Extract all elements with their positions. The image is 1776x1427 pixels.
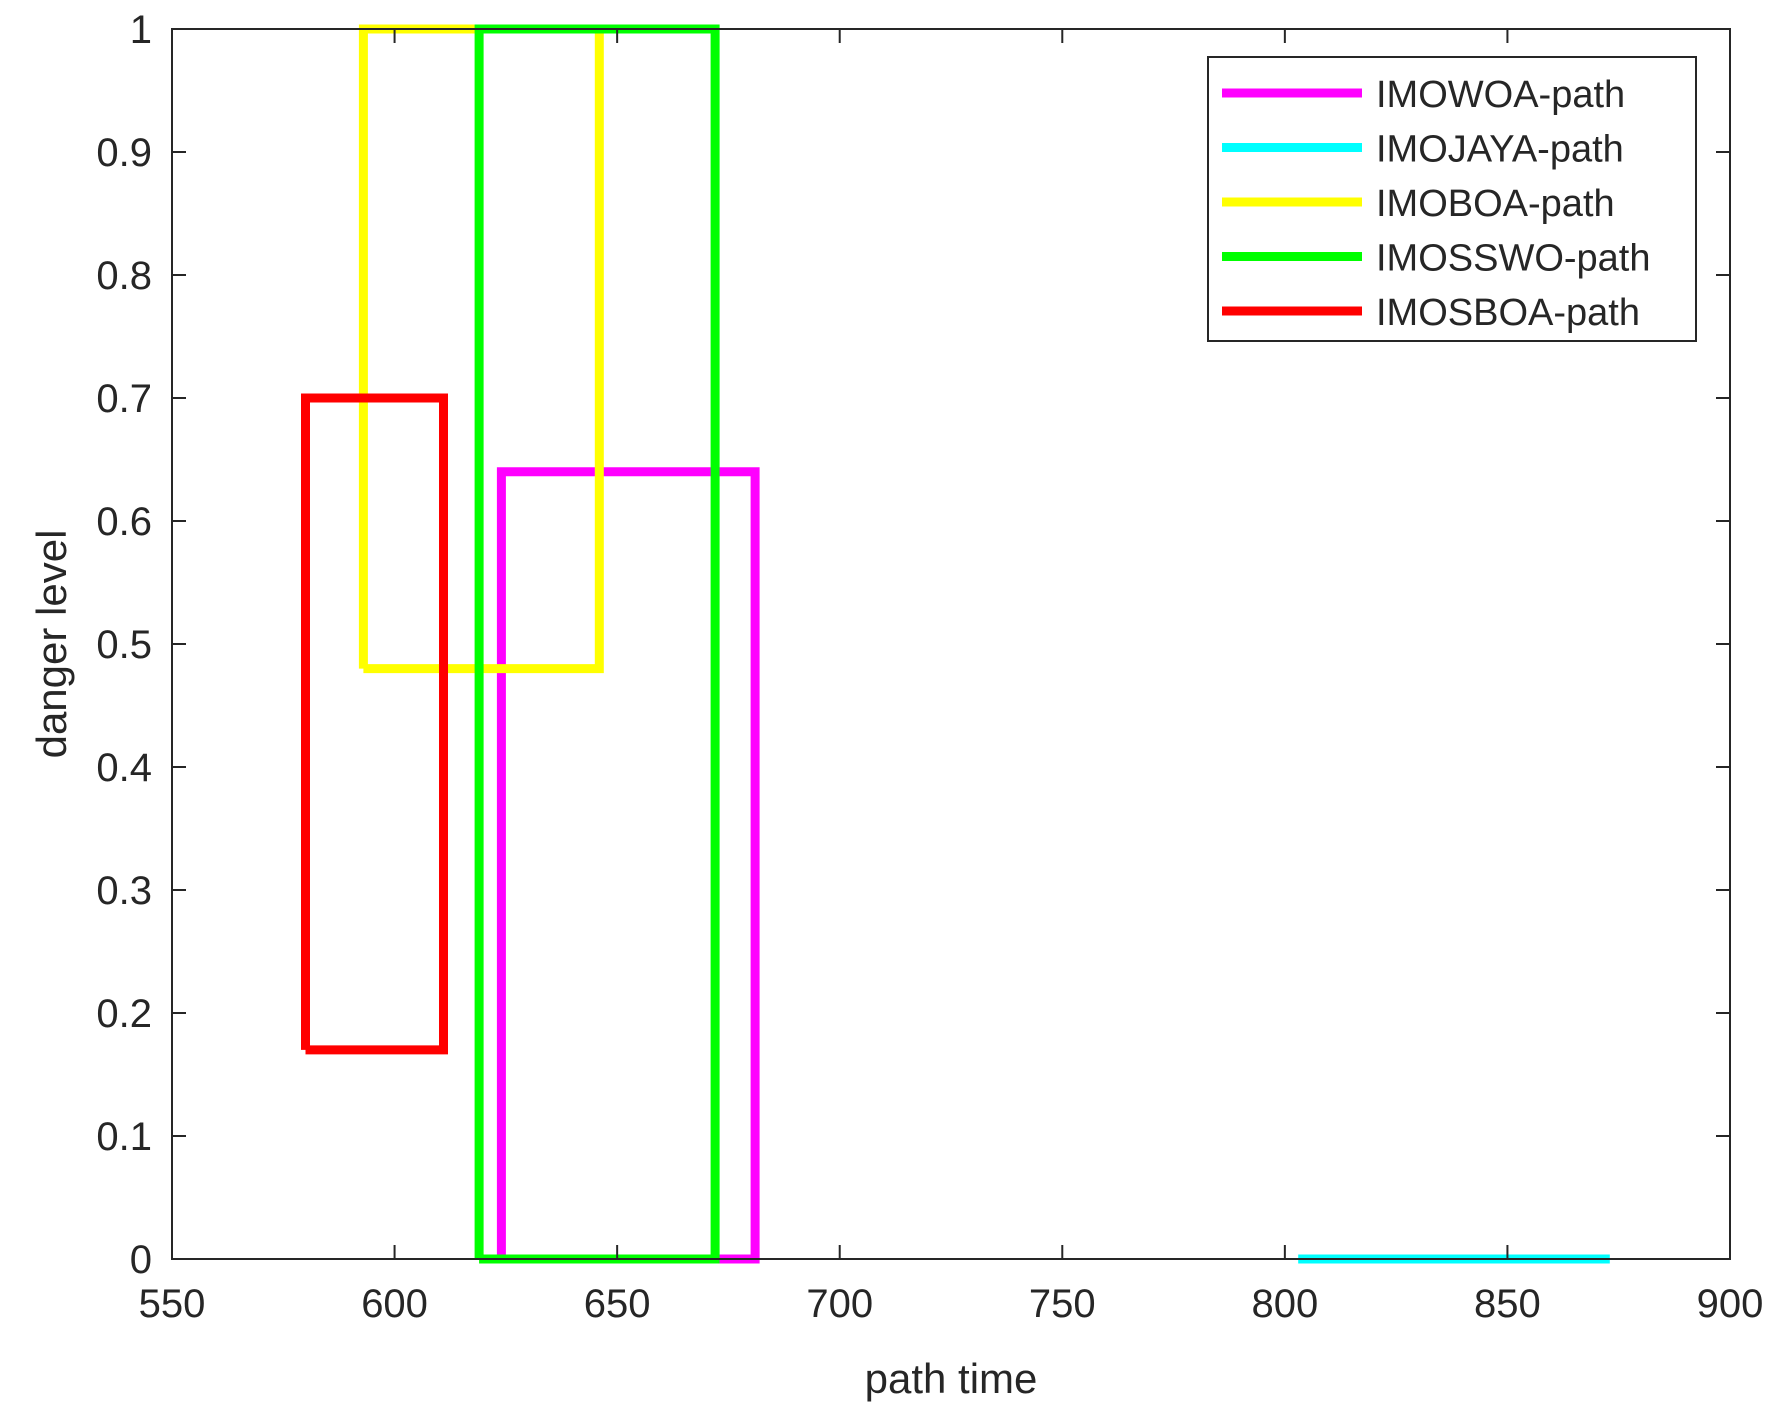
y-tick-label: 0.4 bbox=[96, 746, 152, 790]
y-tick-label: 0 bbox=[130, 1238, 152, 1282]
legend-entry-label: IMOSSWO-path bbox=[1376, 238, 1651, 280]
x-tick-label: 600 bbox=[361, 1282, 428, 1326]
y-tick-label: 1 bbox=[130, 8, 152, 52]
y-tick-label: 0.2 bbox=[96, 992, 152, 1036]
legend-entry-label: IMOBOA-path bbox=[1376, 183, 1615, 225]
y-tick-label: 0.7 bbox=[96, 377, 152, 421]
y-tick-label: 0.9 bbox=[96, 131, 152, 175]
x-tick-label: 550 bbox=[139, 1282, 206, 1326]
legend-entry-label: IMOWOA-path bbox=[1376, 74, 1625, 116]
legend-entry-label: IMOSBOA-path bbox=[1376, 292, 1640, 334]
ticks-layer: 550 600 650 700 750 800 850 900 0 0.1 0.2 0.3 0.4 0.5… bbox=[96, 8, 1763, 1326]
y-tick-label: 0.6 bbox=[96, 500, 152, 544]
x-tick-label: 900 bbox=[1697, 1282, 1764, 1326]
y-tick-label: 0.5 bbox=[96, 623, 152, 667]
x-tick-label: 700 bbox=[806, 1282, 873, 1326]
x-tick-label: 850 bbox=[1474, 1282, 1541, 1326]
x-tick-label: 650 bbox=[584, 1282, 651, 1326]
y-tick-label: 0.3 bbox=[96, 869, 152, 913]
x-tick-label: 750 bbox=[1029, 1282, 1096, 1326]
y-tick-label: 0.8 bbox=[96, 254, 152, 298]
series-line-imosboa-path bbox=[301, 393, 448, 1055]
y-axis-label: danger level bbox=[28, 530, 75, 759]
legend-entry-label: IMOJAYA-path bbox=[1376, 129, 1624, 171]
x-axis-label: path time bbox=[865, 1355, 1038, 1402]
x-tick-label: 800 bbox=[1251, 1282, 1318, 1326]
y-tick-label: 0.1 bbox=[96, 1115, 152, 1159]
legend: IMOWOA-path IMOJAYA-path IMOBOA-path IMOSSW… bbox=[1207, 56, 1697, 342]
